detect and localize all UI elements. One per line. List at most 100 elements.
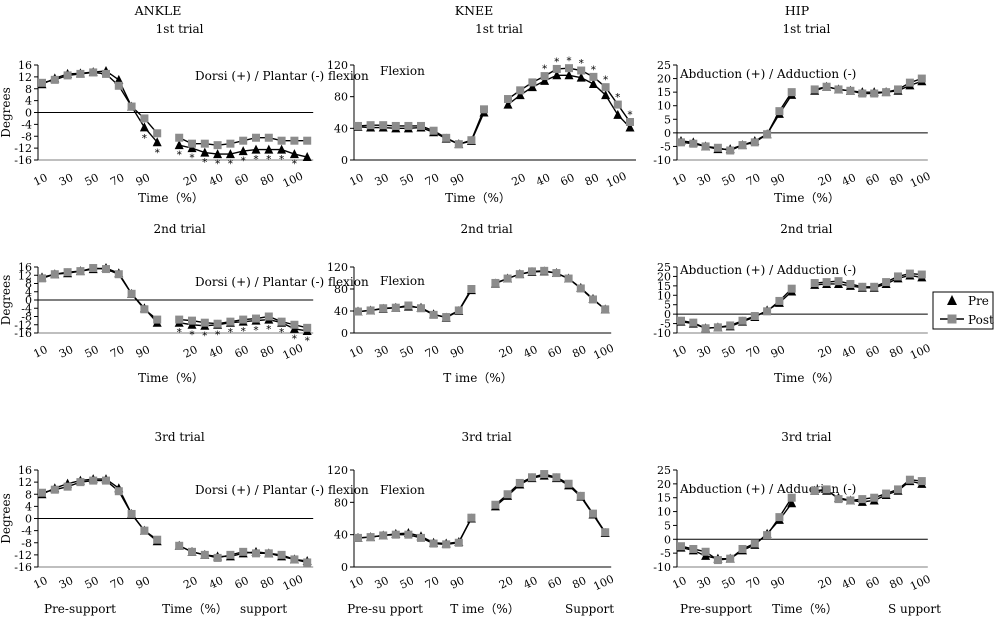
legend-pre-marker [947, 295, 957, 305]
point-post [750, 138, 759, 147]
point-post [576, 491, 585, 500]
significance-mark: * [266, 155, 271, 166]
point-post [905, 475, 914, 484]
point-post [442, 313, 451, 322]
annotation: Abduction (+) / Adduction (-) [679, 263, 856, 277]
y-tick-label: -8 [21, 311, 32, 324]
point-pre [588, 79, 598, 88]
point-post [354, 307, 362, 316]
point-post [38, 488, 46, 497]
point-post [366, 533, 375, 542]
point-post [503, 490, 512, 499]
x-tick-label: 100 [908, 572, 933, 593]
y-tick-label: 15 [657, 86, 671, 99]
y-tick-label: 40 [334, 122, 348, 135]
x-axis-label: T ime（%） [443, 371, 513, 385]
point-post [290, 555, 299, 564]
x-tick-label: 50 [83, 574, 101, 592]
point-post [822, 82, 831, 91]
point-pre [787, 498, 797, 508]
x-tick-label: 70 [423, 574, 441, 592]
x-tick-label: 60 [233, 171, 251, 189]
point-post [810, 486, 819, 495]
point-post [726, 321, 735, 330]
point-post [870, 493, 879, 502]
x-tick-label: 10 [347, 574, 365, 592]
x-tick-label: 70 [108, 574, 126, 592]
point-post [226, 139, 235, 148]
point-post [127, 509, 136, 518]
point-post [540, 266, 549, 275]
significance-mark: * [241, 327, 246, 338]
y-tick-label: 25 [657, 464, 671, 477]
y-tick-label: -10 [653, 327, 671, 340]
point-post [188, 139, 196, 148]
point-pre [264, 144, 274, 154]
x-axis-label: Time（%） [772, 602, 838, 616]
y-tick-label: 16 [18, 261, 32, 274]
y-tick-label: -8 [21, 130, 32, 143]
point-post [417, 533, 425, 542]
point-post [38, 78, 46, 87]
y-tick-label: -12 [14, 142, 32, 155]
y-tick-label: -10 [653, 154, 671, 167]
x-tick-label: 10 [31, 171, 49, 189]
y-tick-label: 0 [25, 294, 32, 307]
point-pre [564, 70, 574, 80]
x-tick-label: 60 [233, 574, 251, 592]
point-pre [552, 70, 562, 80]
x-tick-label: 100 [591, 341, 616, 362]
x-axis-label: Time（%） [445, 191, 511, 205]
point-post [429, 310, 438, 319]
x-tick-label: 40 [534, 171, 552, 189]
point-post [404, 301, 413, 310]
point-post [50, 270, 59, 279]
x-tick-label: 70 [423, 171, 441, 189]
x-tick-label: 60 [864, 171, 882, 189]
x-tick-label: 50 [720, 171, 738, 189]
significance-mark: * [266, 325, 271, 336]
point-post [140, 114, 149, 123]
series-line-post [41, 479, 158, 541]
y-tick-label: 12 [18, 269, 32, 282]
point-post [188, 316, 196, 325]
significance-mark: * [228, 328, 233, 339]
annotation: Dorsi (+) / Plantar (-) flexion [195, 69, 369, 83]
point-post [626, 118, 634, 126]
x-tick-label: 40 [207, 171, 225, 189]
y-tick-label: 40 [334, 305, 348, 318]
point-post [366, 121, 375, 130]
point-post [277, 136, 286, 145]
point-post [404, 121, 413, 130]
point-post [213, 319, 222, 328]
x-tick-label: 40 [840, 574, 858, 592]
point-pre [576, 72, 586, 82]
significance-mark: * [177, 150, 182, 161]
point-post [354, 121, 362, 130]
point-post [366, 306, 375, 315]
point-post [379, 304, 388, 313]
x-tick-label: 80 [258, 343, 276, 361]
point-post [175, 541, 184, 550]
point-post [763, 307, 772, 316]
y-tick-label: 0 [341, 327, 348, 340]
x-tick-label: 40 [840, 171, 858, 189]
significance-mark: * [628, 110, 633, 121]
point-post [454, 306, 463, 315]
point-pre [540, 75, 550, 85]
x-tick-label: 70 [108, 171, 126, 189]
point-post [713, 556, 722, 565]
y-tick-label: 16 [18, 59, 32, 72]
significance-mark: * [292, 159, 297, 170]
point-post [504, 95, 512, 104]
point-post [787, 493, 796, 502]
point-post [775, 107, 784, 116]
point-post [552, 473, 561, 482]
point-post [787, 88, 796, 97]
y-tick-label: -16 [14, 561, 32, 574]
point-post [858, 495, 867, 504]
x-tick-label: 90 [448, 343, 466, 361]
